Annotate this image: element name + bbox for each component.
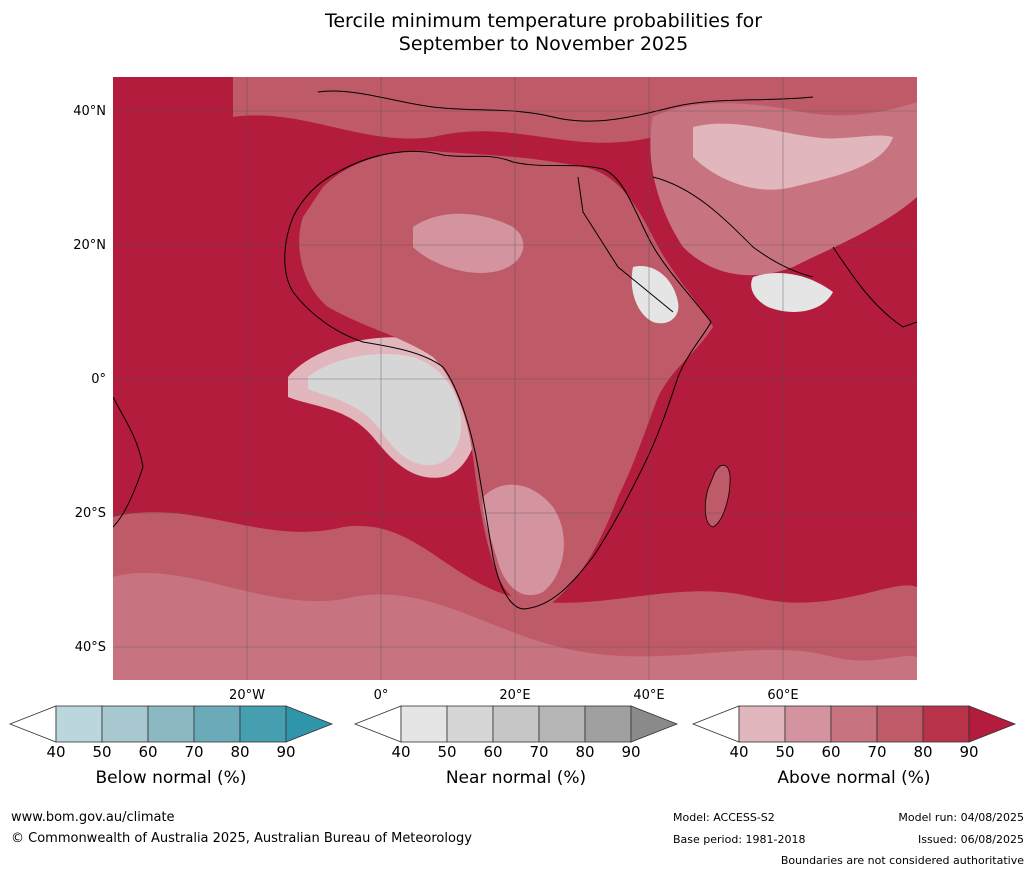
tick-below-50: 50: [92, 743, 112, 761]
colorbar-near-seg-2: [446, 705, 494, 743]
tick-near-60: 60: [483, 743, 503, 761]
colorbar-near-seg-3: [492, 705, 540, 743]
colorbar-near-seg-6: [630, 705, 679, 743]
red-sea-coast: [577, 176, 674, 313]
lat-label-40s: 40°S: [74, 640, 106, 655]
colorbar-near-seg-5: [584, 705, 632, 743]
colorbar-above-seg-2: [784, 705, 832, 743]
africa-coastline: [284, 150, 712, 610]
mediterranean-coast: [317, 90, 814, 122]
southern-ocean-band-2: [113, 572, 917, 680]
northern-band: [233, 77, 917, 143]
lat-label-20s: 20°S: [74, 506, 106, 521]
footer-base-period: Base period: 1981-2018: [673, 833, 806, 846]
india-coast: [832, 246, 917, 328]
ticks-near: 40 50 60 70 80 90: [355, 743, 677, 763]
legend-title-below: Below normal (%): [95, 768, 247, 788]
legend-title-above: Above normal (%): [777, 768, 931, 788]
tick-above-90: 90: [959, 743, 979, 761]
tick-near-80: 80: [575, 743, 595, 761]
arabia-coast: [652, 176, 814, 278]
footer-url[interactable]: www.bom.gov.au/climate: [11, 810, 175, 825]
footer-disclaimer: Boundaries are not considered authoritat…: [780, 854, 1024, 867]
colorbar-below-seg-1: [55, 705, 103, 743]
colorbar-above-seg-4: [876, 705, 924, 743]
lon-label-20e: 20°E: [499, 688, 531, 703]
colorbar-below: [8, 705, 334, 743]
tick-below-40: 40: [46, 743, 66, 761]
lon-label-40e: 40°E: [633, 688, 665, 703]
legend-title-near: Near normal (%): [445, 768, 587, 788]
footer-model-run: Model run: 04/08/2025: [898, 811, 1024, 824]
colorbar-above-seg-0: [691, 705, 740, 743]
lon-label-60e: 60°E: [767, 688, 799, 703]
colorbar-below-seg-4: [193, 705, 241, 743]
middle-east-lighter: [693, 123, 893, 190]
graticule: [113, 77, 917, 680]
tick-below-60: 60: [138, 743, 158, 761]
colorbar-below-seg-0: [8, 705, 57, 743]
footer-issued: Issued: 06/08/2025: [917, 833, 1024, 846]
colorbar-below-seg-5: [239, 705, 287, 743]
legend-below-normal: 40 50 60 70 80 90: [8, 705, 334, 763]
colorbar-near-seg-0: [353, 705, 402, 743]
horn-near-normal: [631, 266, 679, 324]
tick-below-90: 90: [276, 743, 296, 761]
lat-label-20n: 20°N: [73, 238, 106, 253]
colorbar-near: [353, 705, 679, 743]
lat-label-40n: 40°N: [73, 104, 106, 119]
tick-below-70: 70: [184, 743, 204, 761]
south-america-coast: [113, 396, 144, 528]
colorbar-below-seg-3: [147, 705, 195, 743]
lat-label-equator: 0°: [91, 372, 106, 387]
legend-above-normal: 40 50 60 70 80 90: [691, 705, 1017, 763]
lon-label-20w: 20°W: [229, 688, 265, 703]
ticks-above: 40 50 60 70 80 90: [693, 743, 1015, 763]
arabian-sea-near: [751, 272, 833, 312]
colorbar-above-seg-3: [830, 705, 878, 743]
colorbar-below-seg-6: [285, 705, 334, 743]
colorbar-near-seg-4: [538, 705, 586, 743]
map-svg: [113, 77, 917, 680]
tick-near-70: 70: [529, 743, 549, 761]
southern-africa-light: [482, 484, 564, 596]
probability-map[interactable]: [113, 77, 917, 680]
map-title: Tercile minimum temperature probabilitie…: [0, 10, 1035, 56]
lon-label-0: 0°: [373, 688, 389, 703]
tick-above-40: 40: [729, 743, 749, 761]
colorbar-above-seg-6: [968, 705, 1017, 743]
ticks-below: 40 50 60 70 80 90: [10, 743, 332, 763]
sahara-light: [413, 213, 524, 273]
tick-above-70: 70: [867, 743, 887, 761]
madagascar: [704, 464, 731, 528]
tick-near-90: 90: [621, 743, 641, 761]
colorbar-above: [691, 705, 1017, 743]
atlantic-tongue-core: [308, 353, 462, 466]
title-line-2: September to November 2025: [398, 33, 689, 55]
tick-near-40: 40: [391, 743, 411, 761]
tick-above-80: 80: [913, 743, 933, 761]
colorbar-above-seg-1: [738, 705, 786, 743]
colorbar-above-seg-5: [922, 705, 970, 743]
tick-above-50: 50: [775, 743, 795, 761]
title-line-1: Tercile minimum temperature probabilitie…: [324, 10, 763, 32]
footer-model: Model: ACCESS-S2: [673, 811, 775, 824]
colorbar-below-seg-2: [101, 705, 149, 743]
legend-near-normal: 40 50 60 70 80 90: [353, 705, 679, 763]
colorbar-near-seg-1: [400, 705, 448, 743]
footer-copyright: © Commonwealth of Australia 2025, Austra…: [11, 831, 472, 846]
tick-near-50: 50: [437, 743, 457, 761]
tick-above-60: 60: [821, 743, 841, 761]
tick-below-80: 80: [230, 743, 250, 761]
